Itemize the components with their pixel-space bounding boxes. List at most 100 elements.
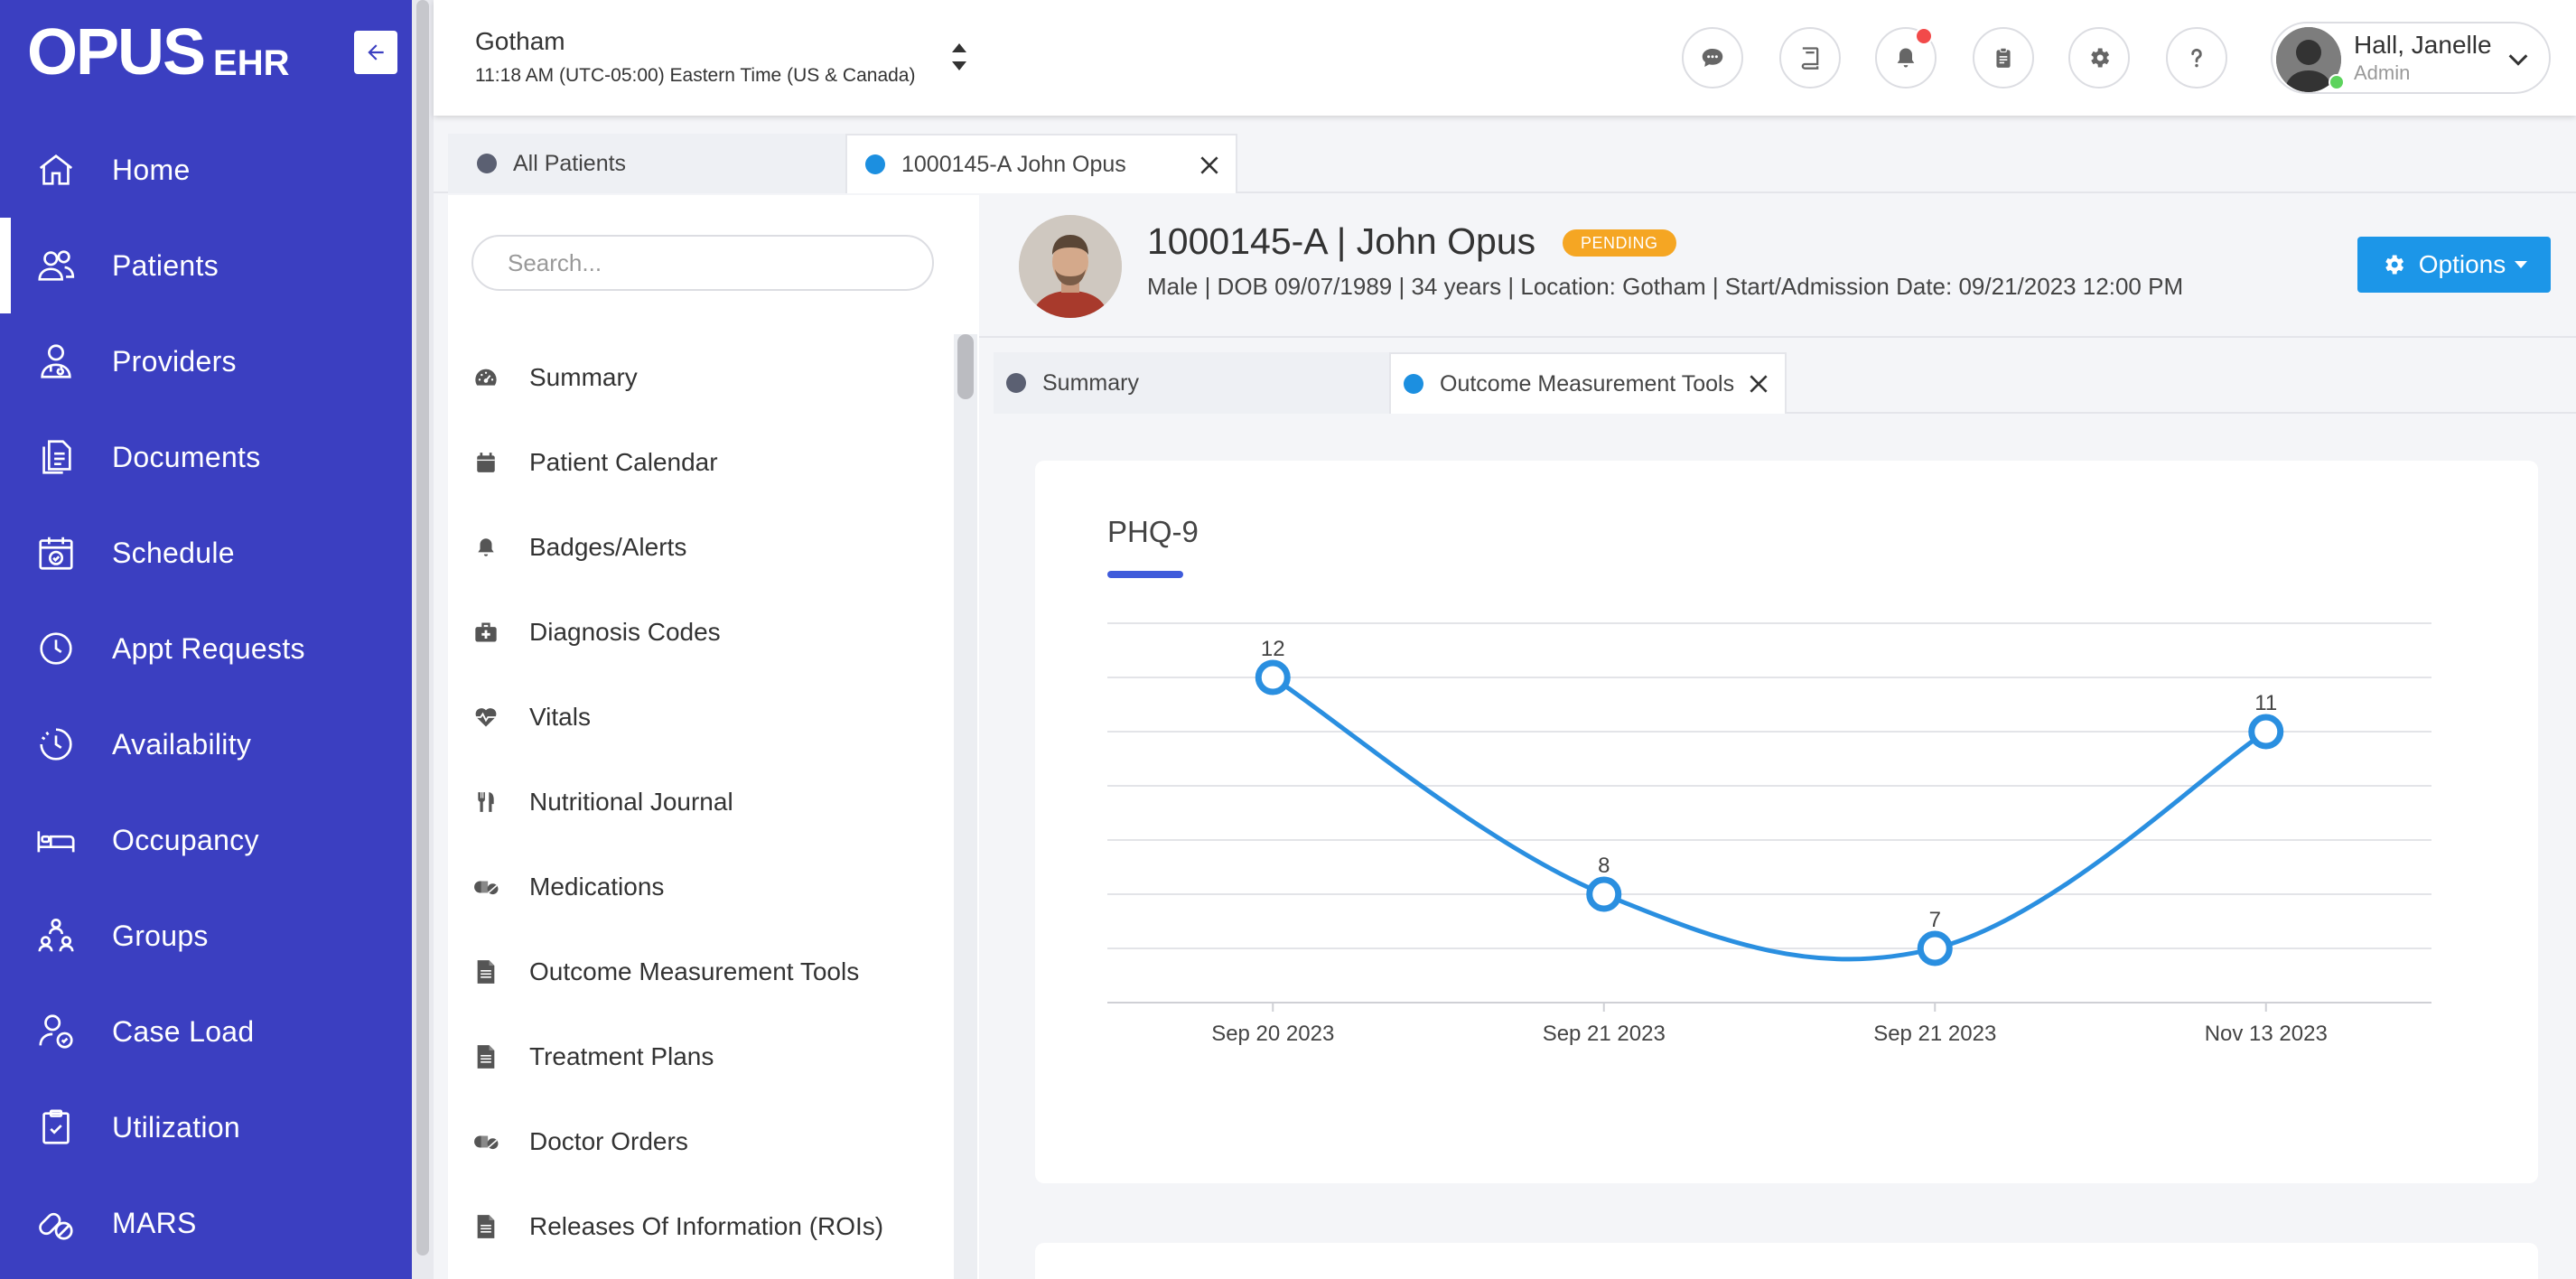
nav-label: Providers [112, 344, 237, 378]
page-scrollbar[interactable] [412, 0, 434, 1279]
options-button[interactable]: Options [2357, 237, 2551, 293]
tab-label: Outcome Measurement Tools [1440, 370, 1735, 397]
patient-info: Male | DOB 09/07/1989 | 34 years | Locat… [1147, 273, 2184, 300]
file-icon [473, 1044, 499, 1069]
patient-menu-calendar[interactable]: Patient Calendar [448, 420, 954, 505]
chat-button[interactable] [1682, 27, 1743, 89]
nav-item-documents[interactable]: Documents [0, 409, 412, 505]
notification-badge [1915, 27, 1933, 45]
patient-menu-scrollbar[interactable] [954, 334, 977, 1279]
patient-menu-medications[interactable]: Medications [448, 845, 954, 929]
app-logo[interactable]: OPUS EHR [27, 20, 290, 85]
nav-item-providers[interactable]: Providers [0, 313, 412, 409]
patient-menu-treatment-plans[interactable]: Treatment Plans [448, 1014, 954, 1099]
caret-down-icon [2515, 261, 2528, 268]
collapse-sidebar-button[interactable] [354, 31, 397, 74]
user-menu[interactable]: Hall, Janelle Admin [2271, 22, 2551, 94]
file-icon [473, 959, 499, 985]
page-scrollbar-thumb[interactable] [416, 0, 429, 1256]
tab-dot-icon [865, 154, 885, 174]
help-button[interactable] [2166, 27, 2227, 89]
patient-subtabs-bar: Summary Outcome Measurement Tools [994, 349, 2576, 414]
nav-item-home[interactable]: Home [0, 122, 412, 218]
chart-card: PHQ-9 Sep 20 2023 Sep 21 2023 Sep 21 2023 N… [1035, 461, 2538, 1183]
tab-label: All Patients [513, 150, 627, 176]
tab-outcome-measurement-tools[interactable]: Outcome Measurement Tools [1389, 352, 1787, 414]
nav-label: Appt Requests [112, 631, 305, 665]
close-icon[interactable] [1747, 372, 1770, 396]
tab-patient-john-opus[interactable]: 1000145-A John Opus [845, 134, 1237, 193]
nav-item-mars[interactable]: MARS [0, 1175, 412, 1271]
data-label: 12 [1261, 637, 1285, 661]
phq9-line-chart: Sep 20 2023 Sep 21 2023 Sep 21 2023 Nov 13 … [1107, 622, 2431, 1046]
settings-button[interactable] [2068, 27, 2130, 89]
chevron-down-icon [2506, 47, 2531, 77]
calendar-icon [473, 450, 499, 475]
patient-menu-label: Treatment Plans [529, 1042, 714, 1070]
nav-item-groups[interactable]: Groups [0, 888, 412, 984]
nav-item-occupancy[interactable]: Occupancy [0, 792, 412, 888]
patient-menu-vitals[interactable]: Vitals [448, 675, 954, 760]
patient-menu-releases-of-information[interactable]: Releases Of Information (ROIs) [448, 1184, 954, 1269]
heartbeat-icon [473, 705, 499, 730]
groups-icon [34, 914, 78, 957]
question-icon [2191, 48, 2202, 68]
location-toggle-icon[interactable] [950, 42, 968, 77]
patient-header: 1000145-A | John Opus PENDING Male | DOB… [979, 195, 2576, 338]
patient-menu-label: Patient Calendar [529, 448, 718, 476]
patient-menu-doctor-orders[interactable]: Doctor Orders [448, 1099, 954, 1184]
notifications-button[interactable] [1875, 27, 1937, 89]
location-name[interactable]: Gotham [475, 27, 565, 55]
pills-icon [34, 1201, 78, 1245]
clipboard-icon [1996, 47, 2011, 68]
documents-icon [34, 435, 78, 479]
dashboard-icon [473, 365, 499, 390]
patient-menu-nutritional-journal[interactable]: Nutritional Journal [448, 760, 954, 845]
patient-menu-outcome-measurement-tools[interactable]: Outcome Measurement Tools [448, 929, 954, 1014]
patient-menu-label: Diagnosis Codes [529, 618, 721, 646]
data-label: 8 [1598, 854, 1610, 878]
gear-icon [2385, 255, 2403, 275]
options-label: Options [2418, 250, 2506, 278]
nav-item-case-load[interactable]: Case Load [0, 984, 412, 1079]
book-button[interactable] [1779, 27, 1841, 89]
patient-menu-summary[interactable]: Summary [448, 335, 954, 420]
chart-title: PHQ-9 [1107, 515, 1199, 548]
patient-name: 1000145-A | John Opus [1147, 220, 1536, 262]
patient-menu-label: Vitals [529, 703, 591, 731]
bed-icon [34, 818, 78, 862]
nav-item-patients[interactable]: Patients [0, 218, 412, 313]
main-content: PHQ-9 Sep 20 2023 Sep 21 2023 Sep 21 2023 N… [994, 415, 2576, 1279]
patient-menu-label: Badges/Alerts [529, 533, 687, 561]
home-icon [34, 148, 78, 191]
availability-icon [34, 723, 78, 766]
nav-item-schedule[interactable]: Schedule [0, 505, 412, 601]
patient-avatar [1019, 215, 1122, 318]
data-point [1586, 876, 1622, 912]
tab-all-patients[interactable]: All Patients [448, 134, 845, 193]
patient-search-input[interactable] [471, 235, 934, 291]
nav-item-appt-requests[interactable]: Appt Requests [0, 601, 412, 696]
series-line [1271, 675, 2268, 962]
clipboard-button[interactable] [1973, 27, 2034, 89]
patient-menu-label: Doctor Orders [529, 1127, 688, 1155]
x-tick-label: Sep 20 2023 [1211, 1022, 1334, 1046]
main-nav: Home Patients Providers Documents Schedu… [0, 122, 412, 1271]
location-time: 11:18 AM (UTC-05:00) Eastern Time (US & … [475, 65, 916, 86]
data-point [1917, 930, 1953, 966]
main-sidebar: OPUS EHR Home Patients Providers Documen… [0, 0, 412, 1279]
clock-icon [34, 627, 78, 670]
nav-item-utilization[interactable]: Utilization [0, 1079, 412, 1175]
patient-menu-scrollbar-thumb[interactable] [957, 334, 974, 399]
close-icon[interactable] [1198, 154, 1221, 177]
nav-item-availability[interactable]: Availability [0, 696, 412, 792]
data-label: 7 [1929, 908, 1941, 932]
patient-sidebar: Summary Patient Calendar Badges/Alerts D… [448, 195, 979, 1279]
case-load-icon [34, 1010, 78, 1053]
tab-summary[interactable]: Summary [994, 352, 1389, 414]
nav-label: Case Load [112, 1014, 255, 1048]
tab-dot-icon [1404, 374, 1423, 394]
bell-icon [1897, 48, 1915, 68]
patient-menu-diagnosis-codes[interactable]: Diagnosis Codes [448, 590, 954, 675]
patient-menu-badges-alerts[interactable]: Badges/Alerts [448, 505, 954, 590]
